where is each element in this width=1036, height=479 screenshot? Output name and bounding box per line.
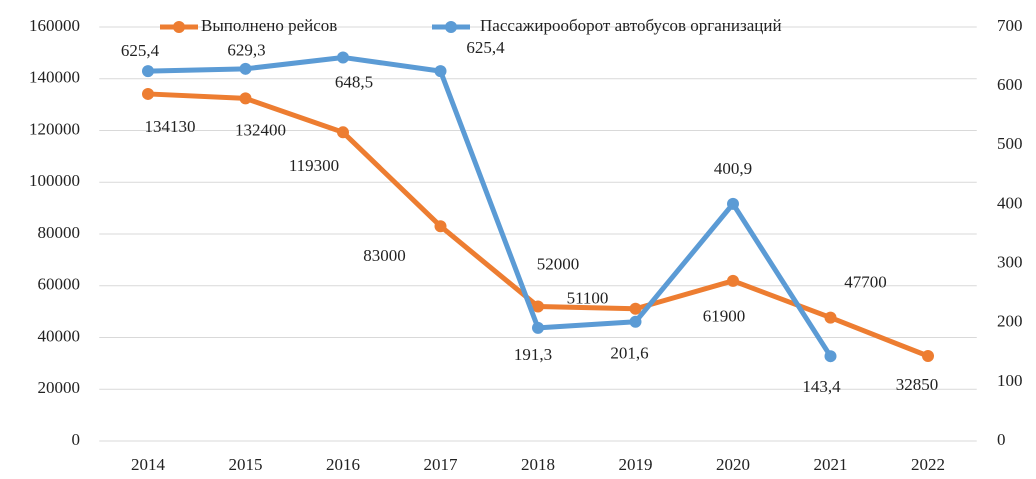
y-tick-label: 60000 xyxy=(38,275,81,294)
point xyxy=(727,197,739,210)
y2-tick-label: 400 xyxy=(997,193,1023,212)
x-tick-label: 2022 xyxy=(911,455,945,474)
data-label: 47700 xyxy=(844,272,887,291)
point xyxy=(532,321,544,334)
legend-marker xyxy=(173,21,185,33)
data-label: 201,6 xyxy=(610,344,648,363)
data-label: 83000 xyxy=(363,246,406,265)
y-tick-label: 80000 xyxy=(38,223,81,242)
legend-label: Выполнено рейсов xyxy=(201,16,337,35)
data-label: 132400 xyxy=(235,120,286,139)
y2-tick-label: 100 xyxy=(997,371,1023,390)
point xyxy=(629,315,642,328)
data-label: 61900 xyxy=(703,307,746,326)
point xyxy=(727,274,739,287)
data-label: 143,4 xyxy=(802,377,841,396)
point xyxy=(824,311,837,324)
data-label: 119300 xyxy=(289,156,339,175)
point xyxy=(239,92,252,105)
point xyxy=(434,220,447,233)
series-line xyxy=(147,54,833,358)
data-label: 648,5 xyxy=(335,72,373,91)
data-label: 51100 xyxy=(567,289,609,308)
y2-tick-label: 700 xyxy=(997,16,1023,35)
y2-tick-label: 500 xyxy=(997,134,1023,153)
legend-label: Пассажирооборот автобусов организаций xyxy=(480,16,782,35)
x-tick-label: 2015 xyxy=(229,455,263,474)
point xyxy=(434,65,447,78)
y-tick-label: 40000 xyxy=(38,326,81,345)
point xyxy=(337,126,349,139)
point xyxy=(629,302,642,315)
y2-tick-label: 0 xyxy=(997,430,1006,449)
y-tick-label: 20000 xyxy=(38,378,81,397)
y-tick-label: 160000 xyxy=(29,16,80,35)
data-label: 32850 xyxy=(896,375,939,394)
y-tick-label: 0 xyxy=(72,430,81,449)
data-label: 625,4 xyxy=(466,38,505,57)
point xyxy=(922,350,934,363)
y-tick-label: 100000 xyxy=(29,171,80,190)
data-label: 134130 xyxy=(145,117,196,136)
data-label: 400,9 xyxy=(714,159,752,178)
data-label: 629,3 xyxy=(227,41,265,60)
point xyxy=(337,51,349,64)
x-tick-label: 2021 xyxy=(814,455,848,474)
y-tick-label: 120000 xyxy=(29,119,80,138)
y2-tick-label: 600 xyxy=(997,75,1023,94)
y2-tick-label: 300 xyxy=(997,252,1023,271)
x-tick-label: 2016 xyxy=(326,455,360,474)
legend-marker xyxy=(445,21,457,33)
point xyxy=(824,350,837,363)
x-tick-label: 2014 xyxy=(131,455,166,474)
y2-tick-label: 200 xyxy=(997,312,1023,331)
x-tick-label: 2018 xyxy=(521,455,555,474)
data-label: 52000 xyxy=(537,254,580,273)
point xyxy=(142,65,154,78)
x-tick-label: 2020 xyxy=(716,455,750,474)
data-label: 191,3 xyxy=(514,345,552,364)
point xyxy=(532,300,544,313)
point xyxy=(239,62,252,75)
x-tick-label: 2017 xyxy=(424,455,459,474)
x-tick-label: 2019 xyxy=(619,455,653,474)
point xyxy=(142,87,154,100)
y-tick-label: 140000 xyxy=(29,68,80,87)
data-label: 625,4 xyxy=(121,41,160,60)
